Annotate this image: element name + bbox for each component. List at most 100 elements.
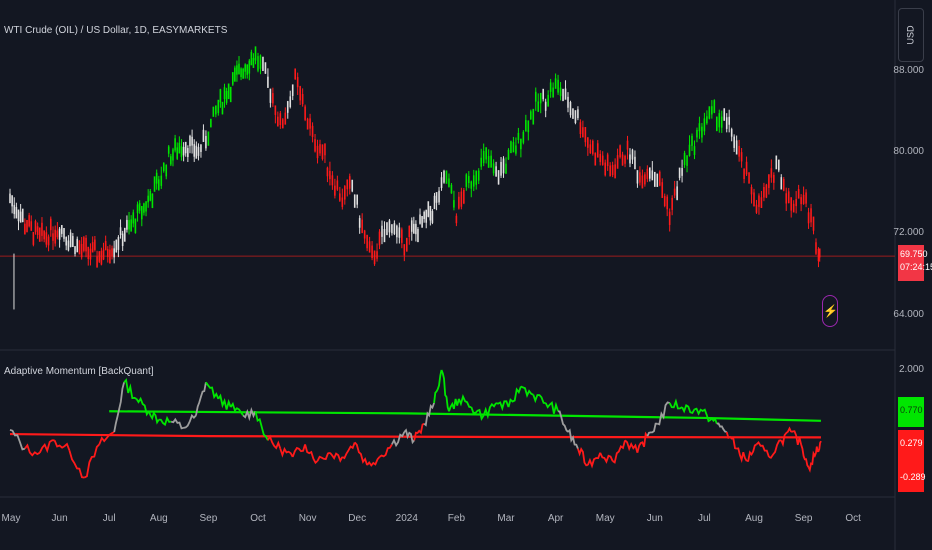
price-candle-body bbox=[778, 159, 780, 171]
oscillator-segment bbox=[158, 415, 172, 427]
price-candle-body bbox=[683, 152, 686, 166]
price-candle-body bbox=[85, 237, 87, 252]
price-candle-body bbox=[151, 193, 154, 208]
price-candle-body bbox=[780, 177, 783, 190]
price-candle-body bbox=[363, 230, 366, 239]
price-candle-body bbox=[115, 239, 118, 253]
price-candle-body bbox=[502, 158, 505, 174]
price-candle-body bbox=[458, 196, 460, 209]
price-candle-body bbox=[522, 131, 525, 143]
price-candle-body bbox=[539, 92, 542, 104]
price-candle-body bbox=[773, 174, 775, 183]
price-candle-body bbox=[429, 205, 432, 221]
price-candle-body bbox=[455, 215, 458, 224]
upper-band-line bbox=[109, 410, 821, 422]
price-candle-body bbox=[215, 105, 217, 115]
price-candle-body bbox=[419, 214, 421, 224]
price-candle-body bbox=[475, 170, 478, 185]
price-candle-body bbox=[445, 170, 448, 184]
price-candle-body bbox=[259, 55, 262, 69]
price-candle-body bbox=[676, 186, 678, 200]
oscillator-segment bbox=[800, 444, 810, 468]
price-candle-body bbox=[666, 196, 668, 210]
price-candle-body bbox=[810, 208, 812, 223]
price-candle-body bbox=[284, 112, 287, 125]
price-candle-body bbox=[696, 129, 698, 138]
price-candle-body bbox=[121, 233, 124, 246]
price-candle-body bbox=[589, 144, 592, 154]
oscillator-segment bbox=[544, 400, 559, 414]
price-candle-body bbox=[24, 223, 26, 235]
price-candle-body bbox=[487, 156, 490, 168]
price-candle-body bbox=[587, 137, 589, 148]
price-candle-body bbox=[510, 141, 512, 154]
oscillator-segment bbox=[507, 386, 522, 408]
price-candle-body bbox=[89, 248, 92, 260]
price-candle-body bbox=[604, 162, 606, 176]
oscillator-segment bbox=[577, 447, 588, 467]
oscillator-segment bbox=[790, 430, 802, 446]
price-candle-body bbox=[162, 162, 165, 172]
price-candle-body bbox=[378, 231, 381, 246]
price-candle-body bbox=[262, 56, 264, 72]
price-candle-body bbox=[321, 144, 324, 159]
price-candle-body bbox=[792, 203, 795, 213]
price-candle-body bbox=[450, 184, 453, 194]
time-axis-label: Sep bbox=[199, 513, 218, 524]
price-candle-body bbox=[463, 189, 465, 204]
price-candle-body bbox=[438, 190, 440, 203]
price-candle-body bbox=[319, 144, 321, 154]
price-candle-body bbox=[136, 204, 139, 214]
price-candle-body bbox=[435, 192, 438, 203]
price-candle-body bbox=[651, 170, 654, 181]
price-candle-body bbox=[562, 88, 564, 102]
price-candle-body bbox=[34, 221, 37, 232]
price-candle-body bbox=[770, 168, 773, 178]
price-candle-body bbox=[227, 83, 230, 100]
price-candle-body bbox=[720, 116, 723, 128]
price-candle-body bbox=[753, 192, 755, 207]
bolt-icon[interactable]: ⚡ bbox=[822, 295, 838, 327]
price-candle-body bbox=[197, 147, 200, 156]
oscillator-segment bbox=[24, 443, 41, 457]
price-candle-body bbox=[314, 139, 316, 152]
price-candle-body bbox=[800, 197, 802, 205]
price-candle-body bbox=[366, 234, 368, 249]
price-candle-body bbox=[149, 191, 152, 201]
price-candle-body bbox=[733, 136, 735, 148]
oscillator-segment bbox=[495, 400, 510, 412]
oscillator-segment bbox=[183, 413, 197, 429]
price-candle-body bbox=[13, 205, 16, 215]
currency-button[interactable]: USD bbox=[898, 8, 924, 62]
price-candle-body bbox=[431, 210, 434, 223]
price-candle-body bbox=[334, 185, 336, 196]
price-candle-body bbox=[701, 126, 703, 138]
oscillator-segment bbox=[148, 410, 160, 425]
price-candle-body bbox=[465, 174, 468, 187]
oscillator-segment bbox=[379, 443, 393, 458]
price-candle-body bbox=[250, 51, 253, 66]
price-candle-body bbox=[544, 101, 547, 111]
price-candle-body bbox=[26, 219, 28, 232]
oscillator-segment bbox=[9, 429, 26, 451]
price-candle-body bbox=[238, 63, 240, 75]
indicator-title: Adaptive Momentum [BackQuant] bbox=[4, 366, 154, 377]
price-candle-body bbox=[641, 175, 644, 189]
oscillator-segment bbox=[329, 452, 344, 463]
price-candle-body bbox=[621, 154, 624, 166]
oscillator-segment bbox=[423, 402, 435, 427]
price-candle-body bbox=[472, 175, 475, 187]
time-axis-label: Sep bbox=[794, 513, 813, 524]
price-candle-body bbox=[569, 102, 572, 116]
time-axis-label: Jul bbox=[102, 513, 116, 524]
price-candle-body bbox=[282, 119, 284, 129]
price-axis-label: 64.000 bbox=[893, 308, 924, 320]
price-candle-body bbox=[415, 223, 417, 235]
price-candle-body bbox=[210, 118, 212, 128]
last-price-tag: 69.750 07:24:15 bbox=[898, 245, 932, 282]
price-candle-body bbox=[549, 82, 552, 92]
oscillator-segment bbox=[98, 431, 115, 445]
price-candle-body bbox=[45, 232, 48, 245]
oscillator-segment bbox=[458, 394, 472, 408]
